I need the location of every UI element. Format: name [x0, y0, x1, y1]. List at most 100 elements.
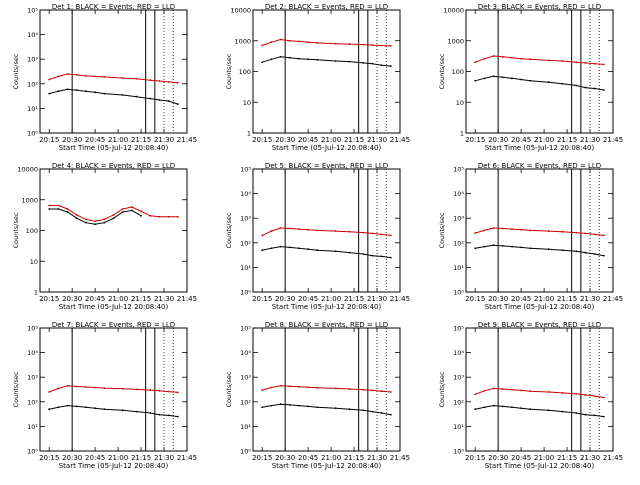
data-point-events — [511, 245, 513, 248]
data-point-events — [520, 78, 523, 81]
panel-title: Det 2: BLACK = Events, RED = LLD — [265, 3, 388, 11]
data-point-events — [176, 103, 179, 105]
data-point-lld — [561, 60, 564, 62]
data-point-lld — [103, 76, 106, 78]
x-tick-label: 21:15 — [131, 454, 151, 462]
data-point-events — [575, 412, 578, 414]
data-point-events — [362, 253, 365, 255]
data-point-lld — [103, 218, 106, 221]
x-tick-label: 20:30 — [62, 136, 82, 144]
data-point-events — [140, 214, 142, 217]
data-point-lld — [593, 395, 596, 398]
data-point-lld — [158, 389, 161, 392]
data-point-lld — [140, 210, 142, 213]
data-point-events — [94, 223, 97, 226]
data-point-lld — [288, 227, 291, 230]
y-tick-label: 10⁴ — [240, 190, 251, 198]
x-tick-label: 21:45 — [390, 454, 410, 462]
data-point-lld — [362, 388, 365, 391]
y-tick-label: 10¹ — [453, 423, 464, 431]
y-tick-label: 10¹ — [240, 423, 251, 431]
data-point-events — [298, 247, 300, 250]
data-point-lld — [66, 208, 69, 210]
data-point-lld — [270, 41, 273, 44]
data-point-events — [492, 244, 495, 247]
y-tick-label: 10⁵ — [240, 325, 251, 333]
x-tick-label: 21:00 — [321, 136, 341, 144]
panel-title: Det 8: BLACK = Events, RED = LLD — [265, 321, 388, 329]
data-point-events — [483, 245, 486, 248]
data-point-events — [389, 256, 392, 259]
data-point-lld — [57, 204, 60, 207]
data-point-events — [261, 249, 264, 252]
y-tick-label: 10² — [453, 398, 464, 406]
x-axis-label: Start Time (05-Jul-12 20:08:40) — [272, 303, 382, 311]
data-point-lld — [483, 389, 486, 392]
x-tick-label: 21:45 — [603, 454, 623, 462]
x-tick-label: 21:15 — [344, 454, 364, 462]
x-tick-label: 21:45 — [177, 136, 197, 144]
x-axis-label: Start Time (05-Jul-12 20:08:40) — [485, 144, 595, 152]
x-tick-label: 20:30 — [488, 136, 508, 144]
x-tick-label: 21:00 — [534, 295, 554, 303]
data-point-events — [501, 405, 504, 408]
x-tick-label: 21:00 — [321, 454, 341, 462]
data-point-events — [380, 64, 383, 67]
x-tick-label: 20:45 — [511, 136, 531, 144]
panel-title: Det 4: BLACK = Events, RED = LLD — [52, 162, 175, 170]
data-point-events — [66, 88, 69, 91]
y-axis-label: Counts/sec — [438, 53, 446, 89]
data-point-lld — [474, 393, 477, 396]
data-point-lld — [520, 57, 523, 60]
panel-title: Det 3: BLACK = Events, RED = LLD — [478, 3, 601, 11]
panel-frame — [252, 9, 401, 134]
data-point-lld — [362, 231, 365, 234]
data-point-lld — [75, 385, 78, 388]
data-point-events — [520, 407, 523, 410]
data-point-lld — [121, 387, 124, 390]
data-point-lld — [584, 232, 587, 235]
data-point-events — [288, 246, 291, 249]
x-tick-label: 20:15 — [252, 295, 272, 303]
data-point-lld — [511, 56, 513, 59]
panel-frame — [39, 9, 188, 134]
data-point-events — [520, 246, 523, 249]
data-point-events — [584, 86, 587, 89]
data-point-events — [48, 92, 51, 95]
data-point-events — [48, 208, 51, 210]
y-tick-label: 1 — [460, 130, 464, 138]
data-point-lld — [561, 392, 564, 394]
data-point-events — [316, 406, 319, 409]
data-point-lld — [103, 387, 106, 390]
data-point-events — [94, 91, 97, 94]
data-point-lld — [288, 385, 291, 388]
data-point-events — [103, 92, 106, 95]
y-tick-label: 10 — [456, 99, 464, 107]
data-point-lld — [380, 390, 383, 393]
y-tick-label: 10⁴ — [240, 349, 251, 357]
data-point-events — [501, 244, 504, 247]
data-point-events — [575, 84, 578, 87]
x-tick-label: 21:15 — [131, 295, 151, 303]
data-point-lld — [149, 214, 152, 217]
y-tick-label: 10⁰ — [453, 448, 464, 456]
x-tick-label: 20:30 — [275, 295, 295, 303]
data-point-lld — [561, 230, 564, 233]
data-point-lld — [307, 386, 310, 389]
data-point-events — [176, 415, 179, 418]
data-point-events — [316, 249, 319, 252]
y-tick-label: 10³ — [240, 215, 251, 223]
data-point-events — [270, 247, 273, 250]
data-point-events — [75, 217, 78, 220]
x-tick-label: 21:15 — [344, 136, 364, 144]
data-point-lld — [57, 75, 60, 78]
data-point-lld — [575, 61, 578, 64]
y-tick-label: 10¹ — [453, 264, 464, 272]
data-point-events — [511, 77, 513, 80]
data-point-lld — [334, 42, 337, 45]
data-point-lld — [483, 57, 486, 60]
x-tick-label: 20:15 — [39, 136, 59, 144]
data-point-events — [593, 414, 596, 417]
data-point-lld — [371, 44, 374, 47]
data-point-events — [103, 221, 106, 224]
